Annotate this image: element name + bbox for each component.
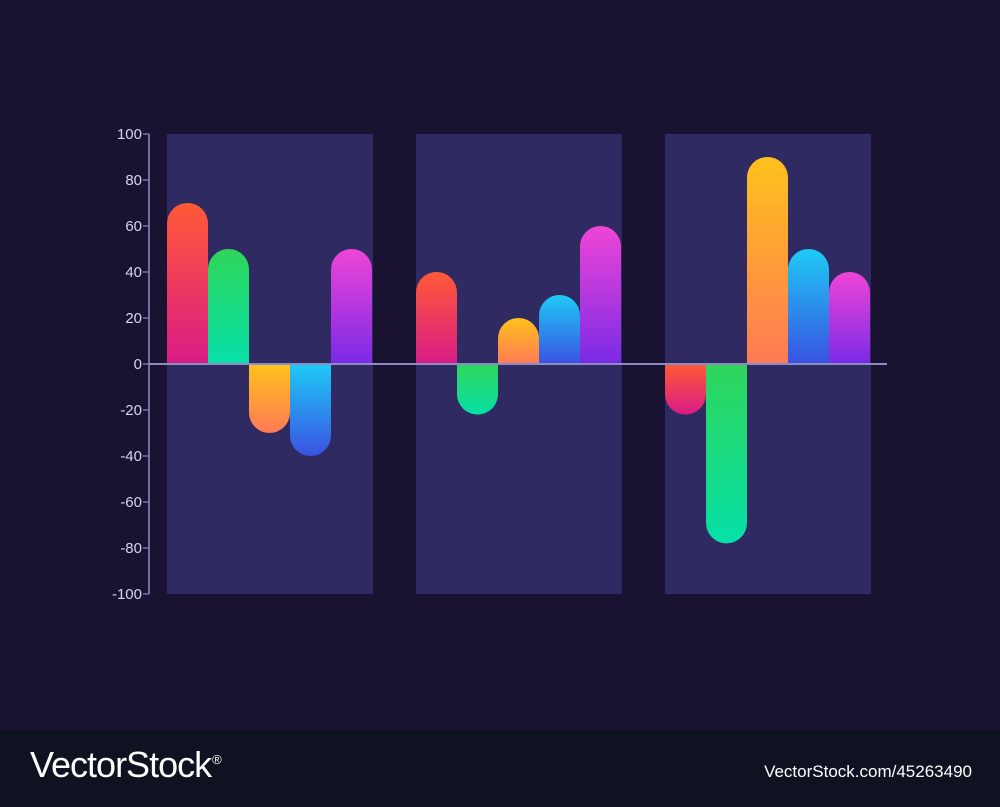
y-tick-label: 100 xyxy=(117,126,142,143)
bar-group1-5 xyxy=(331,249,372,364)
watermark-footer: VectorStock® VectorStock.com/45263490 xyxy=(0,730,1000,807)
brand-name: VectorStock xyxy=(30,744,212,785)
y-tick-label: 20 xyxy=(125,310,142,327)
registered-mark: ® xyxy=(212,752,222,767)
y-tick-label: -60 xyxy=(120,494,142,511)
y-tick-label: 80 xyxy=(125,172,142,189)
image-id-label: VectorStock.com/45263490 xyxy=(764,762,972,781)
bar-group3-4 xyxy=(788,249,829,364)
bar-group1-3 xyxy=(249,364,290,433)
bar-group2-1 xyxy=(416,272,457,364)
y-tick-label: -100 xyxy=(112,586,142,603)
bar-group1-1 xyxy=(167,202,208,364)
y-tick-label: 60 xyxy=(125,218,142,235)
bar-group1-2 xyxy=(208,249,249,364)
brand-logo: VectorStock® xyxy=(30,744,222,786)
chart-area: 100 80 60 40 20 0 -20 -40 -60 -80 -100 xyxy=(112,126,887,603)
bar-group2-2 xyxy=(457,364,498,415)
bar-group2-4 xyxy=(539,295,580,364)
bar-chart: 100 80 60 40 20 0 -20 -40 -60 -80 -100 xyxy=(112,126,887,603)
bar-group2-5 xyxy=(580,226,621,364)
y-tick-label: -40 xyxy=(120,448,142,465)
bar-group3-5 xyxy=(829,272,870,364)
bar-group3-1 xyxy=(665,364,706,415)
y-tick-label: -80 xyxy=(120,540,142,557)
bar-group3-3 xyxy=(747,156,788,364)
bar-group1-4 xyxy=(290,364,331,456)
y-tick-label: 40 xyxy=(125,264,142,281)
y-tick-label: 0 xyxy=(134,356,142,373)
bar-group2-3 xyxy=(498,317,539,364)
bar-group3-2 xyxy=(706,364,747,544)
y-tick-label: -20 xyxy=(120,402,142,419)
